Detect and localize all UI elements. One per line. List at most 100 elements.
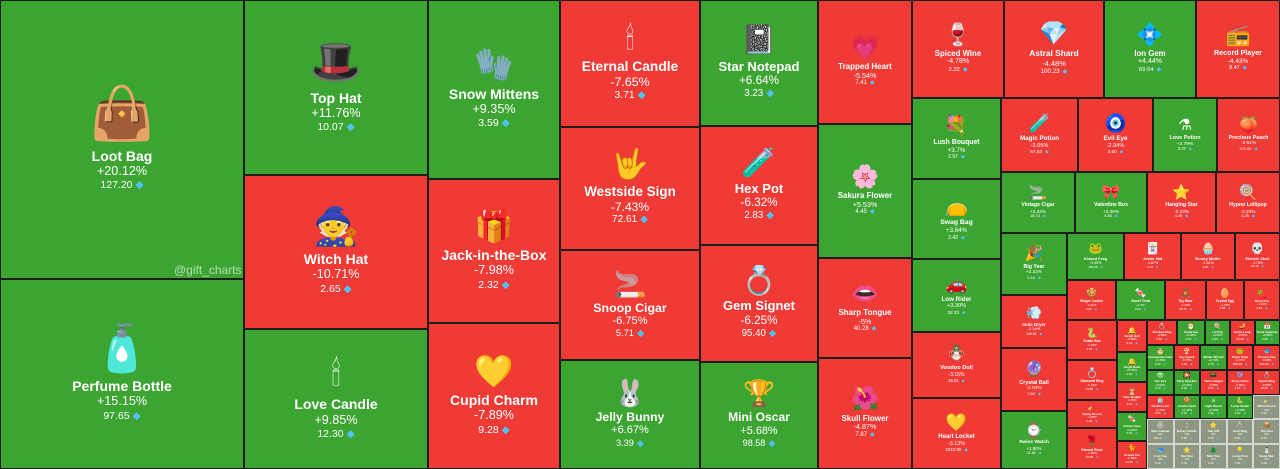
tile-sweet-treat[interactable]: 🍬 Sweet Treat +1.4% 3.03 ◆	[1116, 280, 1165, 320]
tile-neko-helmet[interactable]: ⛑ Neko Helmet 0% 26.10 ◆	[1147, 419, 1174, 445]
tile-cool-cap[interactable]: 🧢 Cool Cap 0% 3.40 ◆	[1147, 444, 1174, 469]
tile-spiced-wine[interactable]: 🍷 Spiced Wine -4.78% 2.32 ◆	[912, 0, 1004, 98]
tile-party-sparkler[interactable]: 🎇 Party Sparkler +0.63% 2.30 ◆	[1173, 369, 1201, 395]
tile-hex-pot[interactable]: 🧪 Hex Pot -6.32% 2.83 ◆	[700, 126, 818, 245]
tile-jack-in-the-box[interactable]: 🎁 Jack-in-the-Box -7.98% 2.32 ◆	[428, 179, 560, 323]
tile-sakura-flower[interactable]: 🌸 Sakura Flower +5.53% 4.45 ◆	[818, 124, 912, 258]
tile-lol-pop[interactable]: 🍭 Lol Pop +0.85% 2.90 ◆	[1205, 320, 1230, 345]
tile-bonded-ring[interactable]: 💍 Bonded Ring -0.89% 3.50 ◆	[1147, 320, 1177, 345]
tile-cookie-heart[interactable]: 🍪 Cookie Heart +0.40% 2.20 ◆	[1173, 394, 1201, 420]
tile-jingle-bells[interactable]: 🔔 Jingle Bells +0.95% 2.80 ◆	[1117, 352, 1147, 382]
tile-hex-eye[interactable]: 👁 Hex Eye +0.66% 2.70 ◆	[1147, 369, 1174, 395]
tile-star-gift[interactable]: ⭐ Star Gift 0% 2.50 ◆	[1200, 419, 1227, 445]
tile-lunar-snake[interactable]: 🐍 Lunar Snake +0.30% 2.10 ◆	[1226, 394, 1254, 420]
tile-snow-globe[interactable]: 🔮 Snow Globe -0.55% 4.10 ◆	[1226, 369, 1254, 395]
tile-lush-bouquet[interactable]: 💐 Lush Bouquet +3.7% 2.97 ◆	[912, 98, 1001, 179]
tile-b-day-candle[interactable]: 🕯 B-Day Candle 0% 2.00 ◆	[1173, 419, 1201, 445]
tile-star-notepad[interactable]: 📓 Star Notepad +6.64% 3.23 ◆	[700, 0, 818, 126]
tile-spy-agaric[interactable]: 🍄 Spy Agaric -0.75% 4.20 ◆	[1173, 345, 1201, 370]
tile-heart-locket[interactable]: 💛 Heart Locket -3.13% 1043.99 ◆	[912, 398, 1001, 469]
tile-skull-flower[interactable]: 🌺 Skull Flower -4.87% 7.87 ◆	[818, 358, 912, 469]
tile-snake-box[interactable]: 🐍 Snake Box -1.15% 3.40 ◆	[1067, 320, 1117, 360]
tile-name: Flying Broom	[1082, 411, 1102, 416]
tile-sleigh-bell[interactable]: 🔔 Sleigh Bell -0.98% 6.10 ◆	[1117, 320, 1147, 352]
tile-tama-gadget[interactable]: 📟 Tama Gadget -0.60% 3.20 ◆	[1200, 369, 1227, 395]
tile-ionic-dryer[interactable]: 💨 Ionic Dryer -2.14% 149.35 ◆	[1001, 295, 1067, 348]
tile-signet-ring[interactable]: 💍 Signet Ring -0.50% 19.40 ◆	[1253, 369, 1280, 395]
tile-perfume-bottle[interactable]: 🧴 Perfume Bottle +15.15% 97.65 ◆	[0, 279, 244, 469]
tile-crystal-ball[interactable]: 🔮 Crystal Ball -2.04% 7.60 ◆	[1001, 348, 1067, 411]
tile-astral-shard[interactable]: 💎 Astral Shard -4.48% 100.23 ◆	[1004, 0, 1104, 98]
tile-ginger-cookie[interactable]: 🍪 Ginger Cookie -1.41% 3.22 ◆	[1067, 280, 1116, 320]
tile-ion-gem[interactable]: 💠 Ion Gem +4.44% 69.64 ◆	[1104, 0, 1196, 98]
tile-jester-hat[interactable]: 🃏 Jester Hat -1.87% 2.13 ◆	[1124, 233, 1181, 280]
tile-loot-bag[interactable]: 👜 Loot Bag +20.12% 127.20 ◆	[0, 0, 244, 279]
tile-gold-ring[interactable]: 💍 Gold Ring 0% 6.00 ◆	[1226, 419, 1254, 445]
tile-flying-broom[interactable]: 🧹 Flying Broom -1.35% 6.20 ◆	[1067, 400, 1117, 428]
tile-love-potion[interactable]: ⚗ Love Potion +2.79% 9.37 ◆	[1153, 98, 1217, 172]
tile-price: 3.59 ◆	[478, 117, 510, 130]
tile-mini-oscar[interactable]: 🏆 Mini Oscar +5.68% 98.58 ◆	[700, 362, 818, 469]
tile-sharp-tongue[interactable]: 👄 Sharp Tongue -5% 40.28 ◆	[818, 258, 912, 358]
tile-lamp-post[interactable]: 💡 Lamp Post 0% 2.60 ◆	[1226, 444, 1254, 469]
tile-voodoo-doll[interactable]: 🪆 Voodoo Doll -3.15% 16.01 ◆	[912, 332, 1001, 398]
tile-big-year[interactable]: 🎉 Big Year +2.22% 2.44 ◆	[1001, 233, 1067, 295]
tile-eternal-rose[interactable]: 🌹 Eternal Rose -1.05% 15.30 ◆	[1067, 428, 1117, 469]
tile-name: Candy Cane	[1123, 424, 1141, 429]
tile-love-candle[interactable]: 🕯 Love Candle +9.85% 12.30 ◆	[244, 329, 428, 469]
tile-low-rider[interactable]: 🚗 Low Rider +3.30% 32.33 ◆	[912, 259, 1001, 332]
tile-price: 2.65 ◆	[320, 283, 352, 296]
tile-hypno-lollipop[interactable]: 🍭 Hypno Lollipop -2.33% 3.25 ◆	[1216, 172, 1280, 233]
tile-toy-bear[interactable]: 🧸 Toy Bear -1.29% 28.75 ◆	[1165, 280, 1206, 320]
tile-cupid-charm[interactable]: 💛 Cupid Charm -7.89% 9.28 ◆	[428, 323, 560, 469]
tile-evil-eye[interactable]: 🧿 Evil Eye -2.94% 3.60 ◆	[1078, 98, 1153, 172]
tile-record-player[interactable]: 📻 Record Player -4.43% 8.47 ◆	[1196, 0, 1280, 98]
tile-santa-hat[interactable]: 🎅 Santa Hat +0.88% 2.60 ◆	[1177, 320, 1205, 345]
tile-westside-sign[interactable]: 🤟 Westside Sign -7.43% 72.61 ◆	[560, 127, 700, 250]
tile-eternal-candle[interactable]: 🕯 Eternal Candle -7.65% 3.71 ◆	[560, 0, 700, 127]
tile-valentine-box[interactable]: 🎀 Valentine Box +2.38% 4.56 ◆	[1075, 172, 1147, 233]
tile-jelly-bunny[interactable]: 🐰 Jelly Bunny +6.67% 3.39 ◆	[560, 360, 700, 469]
tile-witch-hat[interactable]: 🧙 Witch Hat -10.71% 2.65 ◆	[244, 175, 428, 329]
tile-witch-broom[interactable]: 🧹 Witch Broom 0% 3.30 ◆	[1253, 394, 1280, 420]
tile-gem-signet[interactable]: 💍 Gem Signet -6.25% 95.40 ◆	[700, 245, 818, 362]
tile-desk-calendar[interactable]: 📅 Desk Calendar +0.80% 2.50 ◆	[1255, 320, 1280, 345]
tile-magic-potion[interactable]: 🧪 Magic Potion -3.05% 67.83 ◆	[1001, 98, 1078, 172]
tile-price: 190.58 ◆	[1088, 265, 1103, 270]
tile-red-star[interactable]: ⭐ Red Star 0% 2.30 ◆	[1173, 444, 1201, 469]
tile-swag-bag[interactable]: 👝 Swag Bag +3.64% 2.42 ◆	[912, 179, 1001, 259]
tile-snow-man[interactable]: ⛄ Snow Man 0% 2.20 ◆	[1253, 444, 1280, 469]
tile-top-hat[interactable]: 🎩 Top Hat +11.76% 10.07 ◆	[244, 0, 428, 175]
tile-vintage-cigar[interactable]: 🚬 Vintage Cigar +2.44% 18.73 ◆	[1001, 172, 1075, 233]
tile-change: -1.29%	[1180, 302, 1191, 307]
tile-candy-cane[interactable]: 🍬 Candy Cane +0.93% 2.10 ◆	[1117, 412, 1147, 441]
tile-scared-cat[interactable]: 🐈 Scared Cat -0.90% 41.20 ◆	[1117, 441, 1147, 469]
tile-restless-jar[interactable]: 🫙 Restless Jar -0.45% 3.00 ◆	[1147, 394, 1174, 420]
tile-genie-lamp[interactable]: 🪔 Genie Lamp -0.81% 22.30 ◆	[1230, 320, 1255, 345]
tile-bunny-muffin[interactable]: 🧁 Bunny Muffin -1.31% 3.60 ◆	[1181, 233, 1235, 280]
tile-kissed-frog[interactable]: 🐸 Kissed Frog +1.82% 190.58 ◆	[1067, 233, 1124, 280]
tile-tiny-box[interactable]: 📦 Tiny Box 0% 2.10 ◆	[1253, 419, 1280, 445]
tile-name: Heart Locket	[938, 433, 975, 440]
tile-electric-skull[interactable]: 💀 Electric Skull -1.75% 21.40 ◆	[1235, 233, 1280, 280]
tile-winter-wreath[interactable]: 🎄 Winter Wreath +0.72% 2.75 ◆	[1200, 345, 1227, 370]
tile-swiss-watch[interactable]: ⌚ Swiss Watch +1.90% 21.64 ◆	[1001, 411, 1067, 469]
tile-time-budget[interactable]: ⏳ Time Budget -0.95% 3.10 ◆	[1117, 382, 1147, 412]
tile-diamond-ring[interactable]: 💍 Diamond Ring -1.10% 24.80 ◆	[1067, 360, 1117, 400]
tile-hanging-star[interactable]: ⭐ Hanging Star -2.33% 4.49 ◆	[1147, 172, 1216, 233]
tile-snow-mittens[interactable]: 🧤 Snow Mittens +9.35% 3.59 ◆	[428, 0, 560, 179]
tile-snoop-cigar[interactable]: 🚬 Snoop Cigar -6.75% 5.71 ◆	[560, 250, 700, 360]
tile-plush-pepe[interactable]: 🐸 Plush Pepe -0.70% 980.00 ◆	[1226, 345, 1254, 370]
tile-trapped-heart[interactable]: 💗 Trapped Heart -5.54% 7.41 ◆	[818, 0, 912, 124]
winter-wreath-icon: 🎄	[1209, 348, 1218, 355]
tile-berry-box[interactable]: 🍓 Berry Box -1.21% 4.52 ◆	[1244, 280, 1280, 320]
tile-durov-s-cap[interactable]: 🧢 Durov's Cap -0.68% 310.00 ◆	[1253, 345, 1280, 370]
tile-mini-tree[interactable]: 🌲 Mini Tree 0% 2.40 ◆	[1200, 444, 1227, 469]
diamond-icon: ◆	[1251, 213, 1255, 219]
tile-light-sword[interactable]: ⚔ Light Sword +0.35% 2.90 ◆	[1200, 394, 1227, 420]
tile-change: +11.76%	[311, 105, 361, 120]
tile-precious-peach[interactable]: 🍑 Precious Peach -2.51% 371.00 ◆	[1217, 98, 1280, 172]
tile-crystal-egg[interactable]: 🥚 Crystal Egg -1.23% 3.90 ◆	[1206, 280, 1244, 320]
tile-homemade-cake[interactable]: 🎂 Homemade Cake +0.78% 2.40 ◆	[1147, 345, 1174, 370]
diamond-icon: ◆	[1114, 213, 1118, 219]
